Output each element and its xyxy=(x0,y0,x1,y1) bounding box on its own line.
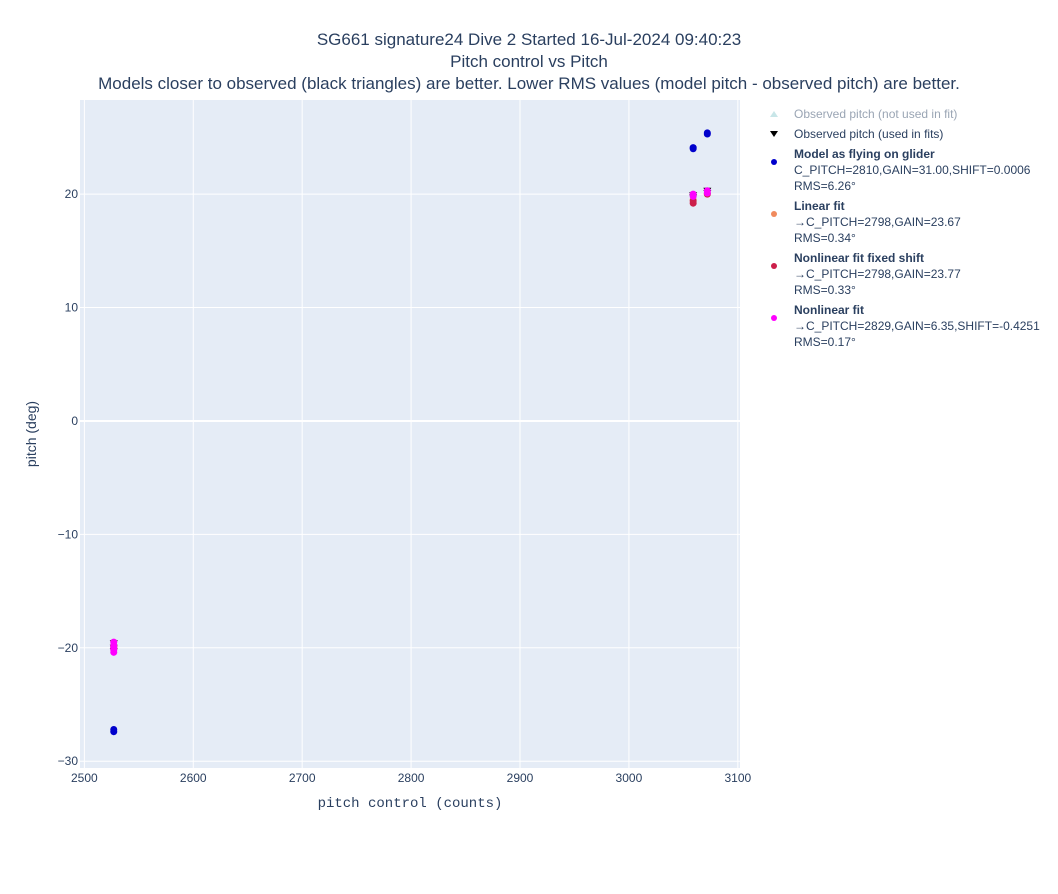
y-tick-label: 20 xyxy=(65,187,79,201)
legend-detail: RMS=0.17° xyxy=(794,335,856,349)
legend-label: Nonlinear fit xyxy=(794,303,865,317)
triangle-up-marker-icon xyxy=(770,111,778,117)
circle-marker-icon xyxy=(771,211,777,217)
legend-item-observed-used[interactable]: Observed pitch (used in fits) xyxy=(766,126,1040,142)
legend-item-model-as-flying[interactable]: Model as flying on glider C_PITCH=2810,G… xyxy=(766,146,1040,194)
circle-marker-icon xyxy=(771,159,777,165)
triangle-down-marker-icon xyxy=(770,131,778,137)
legend-item-nonlinear-fit[interactable]: Nonlinear fit →C_PITCH=2829,GAIN=6.35,SH… xyxy=(766,302,1040,350)
chart-title-line-2: Pitch control vs Pitch xyxy=(450,52,608,71)
model-point xyxy=(110,728,118,736)
legend-label: Observed pitch (used in fits) xyxy=(794,127,944,141)
legend-item-linear-fit[interactable]: Linear fit →C_PITCH=2798,GAIN=23.67 RMS=… xyxy=(766,198,1040,246)
chart-title-line-3: Models closer to observed (black triangl… xyxy=(98,74,960,93)
legend: Observed pitch (not used in fit) Observe… xyxy=(766,106,1040,354)
y-tick-label: −10 xyxy=(58,527,79,541)
legend-label: Nonlinear fit fixed shift xyxy=(794,251,925,265)
x-tick-label: 3100 xyxy=(724,771,751,785)
legend-item-nonlinear-fit-fixed-shift[interactable]: Nonlinear fit fixed shift →C_PITCH=2798,… xyxy=(766,250,1040,298)
plot-area xyxy=(80,100,740,768)
legend-item-observed-not-used[interactable]: Observed pitch (not used in fit) xyxy=(766,106,1040,122)
model-point xyxy=(703,187,711,195)
legend-detail: RMS=6.26° xyxy=(794,179,856,193)
legend-detail: RMS=0.34° xyxy=(794,231,856,245)
model-point xyxy=(689,190,697,198)
y-tick-label: −20 xyxy=(58,641,79,655)
circle-marker-icon xyxy=(771,263,777,269)
data-points xyxy=(109,129,712,736)
circle-marker-icon xyxy=(771,315,777,321)
x-tick-label: 2700 xyxy=(289,771,316,785)
axis-ticks: 2500 2600 2700 2800 2900 3000 3100 −30 −20 −10 0 10… xyxy=(58,187,752,785)
legend-detail: →C_PITCH=2798,GAIN=23.67 xyxy=(794,215,961,229)
x-axis-label: pitch control (counts) xyxy=(317,796,503,812)
x-tick-label: 2900 xyxy=(507,771,534,785)
model-point xyxy=(689,144,697,152)
y-tick-label: 0 xyxy=(71,414,78,428)
legend-detail: C_PITCH=2810,GAIN=31.00,SHIFT=0.0006 xyxy=(794,163,1031,177)
legend-label: Observed pitch (not used in fit) xyxy=(794,107,958,121)
x-tick-label: 3000 xyxy=(616,771,643,785)
y-axis-label: pitch (deg) xyxy=(23,400,39,468)
legend-label: Model as flying on glider xyxy=(794,147,935,161)
chart-title-line-1: SG661 signature24 Dive 2 Started 16-Jul-… xyxy=(316,30,742,49)
x-tick-label: 2800 xyxy=(398,771,425,785)
legend-detail: →C_PITCH=2798,GAIN=23.77 xyxy=(794,267,961,281)
legend-detail: →C_PITCH=2829,GAIN=6.35,SHIFT=-0.4251 xyxy=(794,319,1040,333)
grid xyxy=(80,100,740,768)
y-tick-label: 10 xyxy=(65,301,79,315)
x-tick-label: 2500 xyxy=(71,771,98,785)
legend-label: Linear fit xyxy=(794,199,845,213)
model-point xyxy=(703,129,711,137)
y-tick-label: −30 xyxy=(58,754,79,768)
model-point xyxy=(110,648,118,656)
x-tick-label: 2600 xyxy=(180,771,207,785)
legend-detail: RMS=0.33° xyxy=(794,283,856,297)
